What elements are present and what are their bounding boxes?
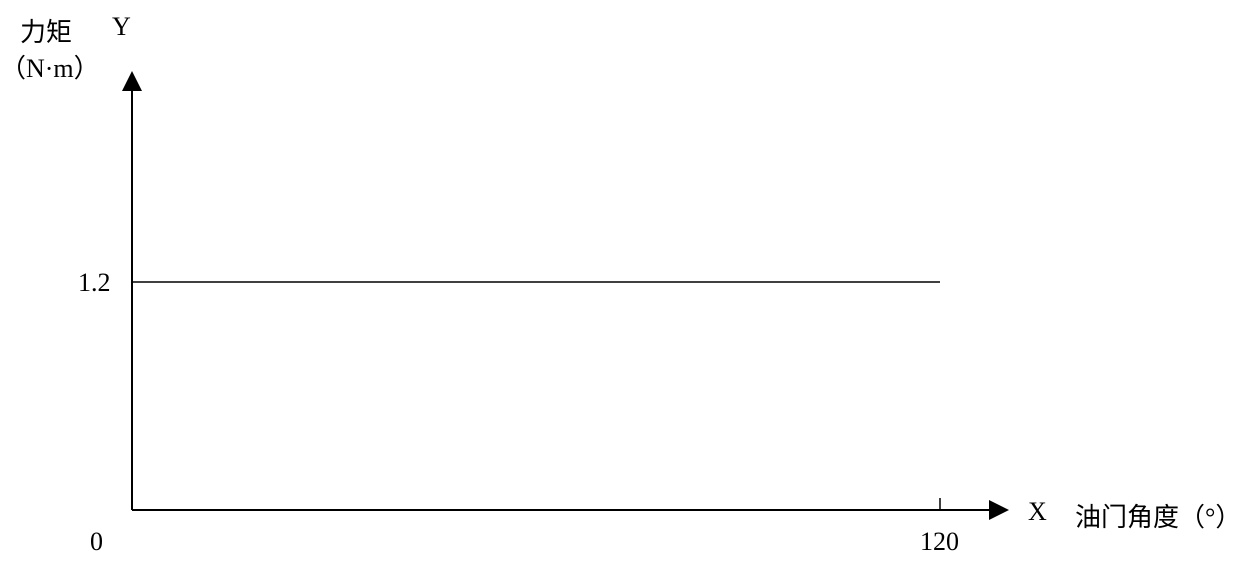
y-axis-title-line2: （N·m） (0, 48, 100, 85)
x-axis-symbol: X (1028, 497, 1047, 527)
y-tick-label-1-2: 1.2 (78, 268, 111, 298)
x-tick-label-120: 120 (920, 527, 959, 557)
y-axis-title-line1: 力矩 (20, 12, 72, 49)
origin-label: 0 (90, 527, 103, 557)
x-axis-title: 油门角度（°） (1075, 497, 1239, 534)
chart-svg (0, 0, 1239, 587)
chart-container: 力矩 （N·m） Y 1.2 0 120 X 油门角度（°） (0, 0, 1239, 587)
y-axis-symbol: Y (112, 12, 131, 42)
